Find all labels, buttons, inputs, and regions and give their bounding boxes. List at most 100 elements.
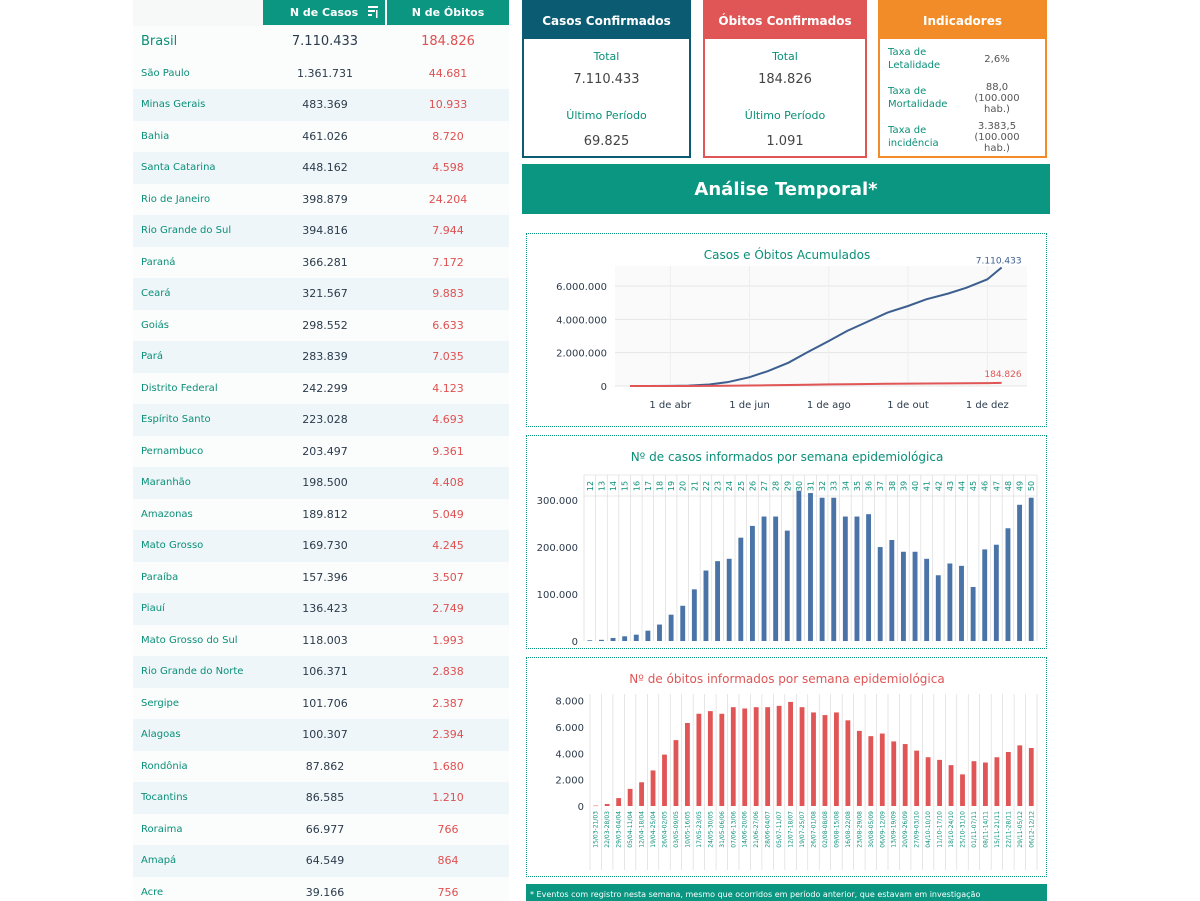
table-row[interactable]: Paraíba 157.396 3.507: [133, 561, 509, 593]
x-tick-label: 46: [981, 481, 990, 491]
table-row[interactable]: Espírito Santo 223.028 4.693: [133, 404, 509, 436]
cell-deaths: 7.944: [432, 224, 464, 238]
table-row[interactable]: Maranhão 198.500 4.408: [133, 467, 509, 499]
bar: [680, 605, 686, 641]
cell-name: Amazonas: [141, 508, 193, 520]
table-row[interactable]: Acre 39.166 756: [133, 876, 509, 901]
x-tick-label: 39: [899, 481, 908, 491]
cell-name: Rio Grande do Sul: [141, 225, 232, 237]
bar: [604, 804, 610, 806]
table-row[interactable]: Rio de Janeiro 398.879 24.204: [133, 183, 509, 215]
bar: [685, 722, 690, 806]
chart-cumulative-panel[interactable]: Casos e Óbitos Acumulados 0 2.000.000 4.000…: [526, 233, 1047, 427]
cell-deaths: 24.204: [428, 192, 468, 206]
col-cases-header[interactable]: N de Casos: [263, 0, 385, 25]
bar: [1028, 748, 1034, 806]
sort-icon[interactable]: [367, 4, 379, 20]
y-tick-label: 8.000: [555, 697, 584, 708]
chart-weekly-deaths[interactable]: Nº de óbitos informados por semana epide…: [527, 658, 1048, 878]
chart-title: Nº de óbitos informados por semana epide…: [629, 672, 944, 686]
table-row[interactable]: Amazonas 189.812 5.049: [133, 498, 509, 530]
card-indicadores: Indicadores Taxa de Letalidade 2,6% Taxa…: [878, 0, 1047, 158]
x-tick-label: 05/04-11/04: [627, 811, 634, 848]
bar: [703, 570, 709, 641]
indicator-label: Taxa de Mortalidade: [888, 86, 948, 110]
x-tick-label: 05/07-11/07: [776, 811, 783, 848]
table-header: N de Casos N de Óbitos: [263, 0, 509, 25]
table-row[interactable]: Distrito Federal 242.299 4.123: [133, 372, 509, 404]
table-row[interactable]: Mato Grosso 169.730 4.245: [133, 530, 509, 562]
chart-weekly-deaths-panel[interactable]: Nº de óbitos informados por semana epide…: [526, 657, 1047, 877]
cell-cases: 66.977: [305, 822, 345, 836]
table-row[interactable]: Rio Grande do Sul 394.816 7.944: [133, 215, 509, 247]
table-row[interactable]: Rio Grande do Norte 106.371 2.838: [133, 656, 509, 688]
bar: [982, 549, 988, 641]
bar: [639, 782, 644, 806]
chart-weekly-cases-panel[interactable]: Nº de casos informados por semana epidem…: [526, 435, 1047, 649]
table-row[interactable]: Bahia 461.026 8.720: [133, 120, 509, 152]
chart-cumulative[interactable]: Casos e Óbitos Acumulados 0 2.000.000 4.000…: [527, 234, 1048, 428]
bar: [749, 525, 755, 641]
col-deaths-header[interactable]: N de Óbitos: [387, 0, 509, 25]
cell-deaths: 864: [437, 854, 459, 868]
cell-name: Pará: [141, 351, 163, 363]
table-row[interactable]: Alagoas 100.307 2.394: [133, 719, 509, 751]
cell-cases: 203.497: [302, 444, 348, 458]
x-tick-label: 15/11-21/11: [994, 811, 1001, 848]
cell-cases: 189.812: [302, 507, 348, 521]
cell-deaths: 4.693: [432, 413, 464, 427]
table-row-brasil[interactable]: Brasil 7.110.433 184.826: [133, 26, 509, 58]
indicator-mortalidade: Taxa de Mortalidade 88,0 (100.000 hab.): [880, 82, 1045, 123]
table-row[interactable]: Amapá 64.549 864: [133, 845, 509, 877]
table-row[interactable]: Pernambuco 203.497 9.361: [133, 435, 509, 467]
cell-name: Espírito Santo: [141, 414, 211, 426]
x-tick-label: 36: [865, 481, 874, 491]
x-tick-label: 09/08-15/08: [833, 811, 840, 848]
x-tick-label: 03/05-09/05: [673, 811, 680, 848]
bar: [742, 708, 748, 806]
x-tick-label: 19/04-25/04: [650, 811, 657, 848]
table-row[interactable]: Roraima 66.977 766: [133, 813, 509, 845]
card-casos-title: Casos Confirmados: [524, 2, 689, 39]
cell-deaths: 3.507: [432, 570, 464, 584]
bar: [993, 544, 999, 641]
y-tick-label: 6.000.000: [556, 282, 607, 293]
cell-name: Rondônia: [141, 760, 188, 772]
table-row[interactable]: Rondônia 87.862 1.680: [133, 750, 509, 782]
chart-weekly-cases[interactable]: Nº de casos informados por semana epidem…: [527, 436, 1048, 650]
cell-cases: 118.003: [302, 633, 348, 647]
table-row[interactable]: São Paulo 1.361.731 44.681: [133, 57, 509, 89]
table-row[interactable]: Tocantins 86.585 1.210: [133, 782, 509, 814]
x-tick-label: 26: [748, 481, 757, 491]
x-tick-label: 07/06-13/06: [730, 811, 737, 848]
cell-cases: 39.166: [305, 885, 345, 899]
bar: [914, 750, 920, 806]
table-row[interactable]: Minas Gerais 483.369 10.933: [133, 89, 509, 121]
table-row[interactable]: Ceará 321.567 9.883: [133, 278, 509, 310]
cell-name: Tocantins: [141, 792, 188, 804]
card-obitos-last: 1.091: [766, 134, 804, 149]
bar: [668, 614, 674, 641]
table-row[interactable]: Paraná 366.281 7.172: [133, 246, 509, 278]
bar: [811, 712, 816, 806]
table-row[interactable]: Santa Catarina 448.162 4.598: [133, 152, 509, 184]
card-indicadores-title: Indicadores: [880, 2, 1045, 39]
x-tick-label: 16: [632, 481, 641, 491]
cell-name: Rio Grande do Norte: [141, 666, 244, 678]
card-obitos-total-label: Total: [772, 50, 798, 63]
indicator-label: Taxa de incidência: [888, 125, 939, 149]
table-row[interactable]: Piauí 136.423 2.749: [133, 593, 509, 625]
table-row[interactable]: Sergipe 101.706 2.387: [133, 687, 509, 719]
table-row[interactable]: Goiás 298.552 6.633: [133, 309, 509, 341]
y-tick-label: 4.000: [555, 749, 584, 760]
bar: [983, 762, 988, 806]
cell-name: Ceará: [141, 288, 171, 300]
table-row[interactable]: Mato Grosso do Sul 118.003 1.993: [133, 624, 509, 656]
y-tick-label: 100.000: [537, 590, 578, 601]
y-tick-label: 0: [601, 382, 607, 393]
bar: [879, 733, 885, 806]
table-row[interactable]: Pará 283.839 7.035: [133, 341, 509, 373]
x-tick-label: 28: [772, 481, 781, 491]
x-tick-label: 31: [807, 481, 816, 491]
bar: [960, 774, 965, 806]
